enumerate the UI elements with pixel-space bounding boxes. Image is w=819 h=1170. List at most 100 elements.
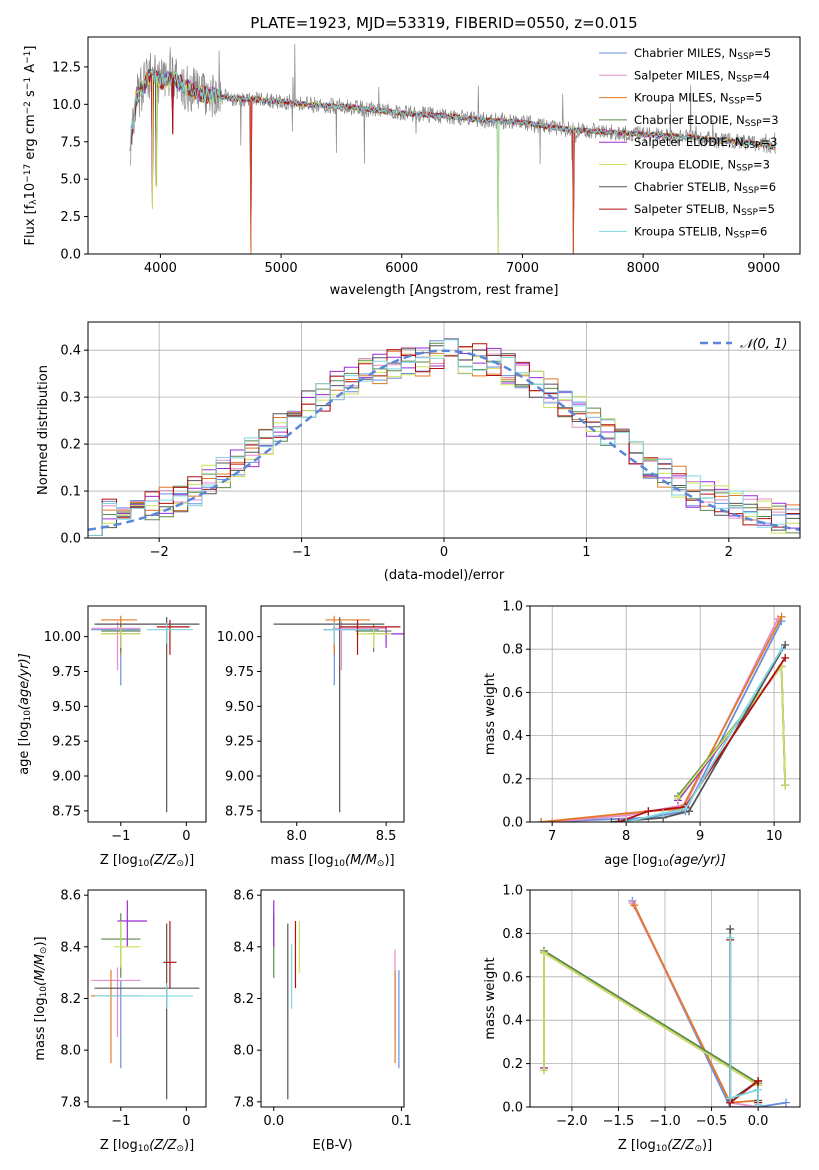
x-axis-label: (data-model)/error xyxy=(384,568,505,583)
x-tick-label: 5000 xyxy=(265,261,298,276)
y-axis-label: age [log10(age/yr)] xyxy=(17,653,33,775)
y-tick-label: 8.6 xyxy=(233,889,254,904)
x-tick-label: −1 xyxy=(292,545,311,560)
weight-marker xyxy=(781,781,790,790)
y-tick-label: 9.75 xyxy=(52,665,81,680)
error-bars xyxy=(273,615,404,813)
weight-marker xyxy=(782,1098,791,1107)
y-tick-label: 8.0 xyxy=(60,1044,81,1059)
y-tick-label: 8.75 xyxy=(225,804,254,819)
y-axis-label: mass weight xyxy=(483,673,498,755)
y-tick-label: 7.5 xyxy=(60,135,81,150)
error-bars xyxy=(91,900,200,1100)
age_vs_mass-panel: 8.0 8.5 8.75 9.00 9.25 9.50 9.75 10.00 mass [log… xyxy=(217,605,405,869)
x-axis-label: Z [log10(Z/Z⊙)] xyxy=(100,1138,194,1154)
axes-frame xyxy=(260,889,405,1108)
spectrum-panel: 4000 5000 6000 7000 8000 9000 0.0 2.5 5.0 7.5 10.0… xyxy=(23,14,801,298)
legend-entry: Chabrier STELIB, NSSP=6 xyxy=(634,180,776,196)
weight-line xyxy=(541,620,783,822)
x-tick-label: 6000 xyxy=(385,261,418,276)
weight-marker xyxy=(539,948,548,957)
weight-line xyxy=(729,937,759,1105)
chart-title: PLATE=1923, MJD=53319, FIBERID=0550, z=0… xyxy=(250,14,637,32)
x-tick-label: 8.5 xyxy=(376,829,397,844)
x-tick-label: 8000 xyxy=(627,261,660,276)
spectrum-lines xyxy=(129,43,776,254)
mass_vs_Z-panel: −1 0 7.8 8.0 8.2 8.4 8.6 Z [log10(Z/Z⊙)] mass [l… xyxy=(33,889,207,1154)
y-tick-label: 9.25 xyxy=(52,735,81,750)
weight-marker xyxy=(644,807,653,816)
normal-curve xyxy=(88,349,800,532)
y-axis-label: Flux [fλ10−17 erg cm−2 s−1 A−1] xyxy=(23,46,39,246)
x-axis-label: Z [log10(Z/Z⊙)] xyxy=(100,853,194,869)
weight-marker xyxy=(537,818,546,822)
weight-marker xyxy=(777,645,786,654)
y-tick-label: 8.2 xyxy=(233,992,254,1007)
x-tick-label: 9 xyxy=(696,829,704,844)
weight-marker xyxy=(726,933,735,942)
axes-frame xyxy=(529,889,801,1108)
weight-marker xyxy=(681,805,690,814)
y-tick-label: 0.2 xyxy=(60,438,81,453)
y-tick-label: 7.8 xyxy=(60,1095,81,1110)
x-tick-label: −2.0 xyxy=(556,1114,588,1129)
model-line-salpeter-stelib xyxy=(129,69,776,254)
histogram-kroupa-stelib xyxy=(88,339,800,536)
x-tick-label: 0 xyxy=(182,1114,190,1129)
weight-marker xyxy=(622,818,631,822)
y-tick-label: 8.4 xyxy=(60,940,81,955)
y-tick-label: 9.75 xyxy=(225,665,254,680)
legend-entry: Salpeter STELIB, NSSP=5 xyxy=(634,202,775,218)
x-tick-label: 0.0 xyxy=(263,1114,284,1129)
weight_vs_Z-panel: −2.0 −1.5 −1.0 −0.5 0.0 0.0 0.2 0.4 0.6 0.8 1.0 Z [… xyxy=(483,884,801,1154)
legend-entry: Chabrier ELODIE, NSSP=3 xyxy=(634,113,779,129)
x-tick-label: 1 xyxy=(582,545,590,560)
legend-entry: Kroupa ELODIE, NSSP=3 xyxy=(634,158,770,174)
x-axis-label: wavelength [Angstrom, rest frame] xyxy=(330,283,559,298)
y-tick-label: 7.8 xyxy=(233,1095,254,1110)
y-tick-label: 5.0 xyxy=(60,173,81,188)
weight-marker xyxy=(548,818,557,822)
y-tick-label: 0.1 xyxy=(60,485,81,500)
x-tick-label: −0.5 xyxy=(696,1114,728,1129)
axes-frame xyxy=(529,605,801,823)
weight-marker xyxy=(726,1094,735,1103)
x-tick-label: 8 xyxy=(622,829,630,844)
weight-marker xyxy=(539,1066,548,1075)
legend-entry: Chabrier MILES, NSSP=5 xyxy=(634,46,771,62)
y-tick-label: 9.50 xyxy=(52,700,81,715)
weight-marker xyxy=(754,1100,763,1107)
histogram-salpeter-stelib xyxy=(88,343,800,536)
y-tick-label: 0.4 xyxy=(502,729,523,744)
y-tick-label: 8.4 xyxy=(233,940,254,955)
weight-marker xyxy=(781,640,790,649)
x-tick-label: −1 xyxy=(111,1114,130,1129)
y-axis-label: Normed distribution xyxy=(36,365,51,495)
weight-marker xyxy=(754,1085,763,1094)
y-tick-label: 9.25 xyxy=(225,735,254,750)
y-tick-label: 0.3 xyxy=(60,391,81,406)
weight-line xyxy=(618,657,786,822)
y-tick-label: 0.0 xyxy=(502,1101,523,1116)
model-line-kroupa-stelib xyxy=(129,69,776,253)
y-tick-label: 2.5 xyxy=(60,210,81,225)
legend-entry: Kroupa MILES, NSSP=5 xyxy=(634,91,762,107)
weight_vs_age-panel: 7 8 9 10 0.0 0.2 0.4 0.6 0.8 1.0 age [log10(age/yr… xyxy=(483,600,801,869)
weight-marker xyxy=(781,653,790,662)
y-tick-label: 0.8 xyxy=(502,927,523,942)
mass_vs_ebv-panel: 0.0 0.1 7.8 8.0 8.2 8.4 8.6 E(B-V) xyxy=(233,889,411,1153)
axes-frame xyxy=(87,605,207,823)
legend-entry: Salpeter MILES, NSSP=4 xyxy=(634,68,770,84)
y-tick-label: 9.00 xyxy=(225,770,254,785)
age_vs_Z-panel: −1 0 8.75 9.00 9.25 9.50 9.75 10.00 Z [log10(Z/Z… xyxy=(17,605,207,869)
y-tick-label: 9.50 xyxy=(225,700,254,715)
x-axis-label: E(B-V) xyxy=(312,1138,352,1153)
error-bars xyxy=(91,615,200,813)
residuals-panel: −2 −1 0 1 2 0.0 0.1 0.2 0.3 0.4 (data-model)/error… xyxy=(36,321,801,583)
y-tick-label: 0.0 xyxy=(502,816,523,831)
y-tick-label: 0.4 xyxy=(60,344,81,359)
x-tick-label: −1.5 xyxy=(603,1114,635,1129)
x-tick-label: 0 xyxy=(440,545,448,560)
x-tick-label: −2 xyxy=(150,545,169,560)
